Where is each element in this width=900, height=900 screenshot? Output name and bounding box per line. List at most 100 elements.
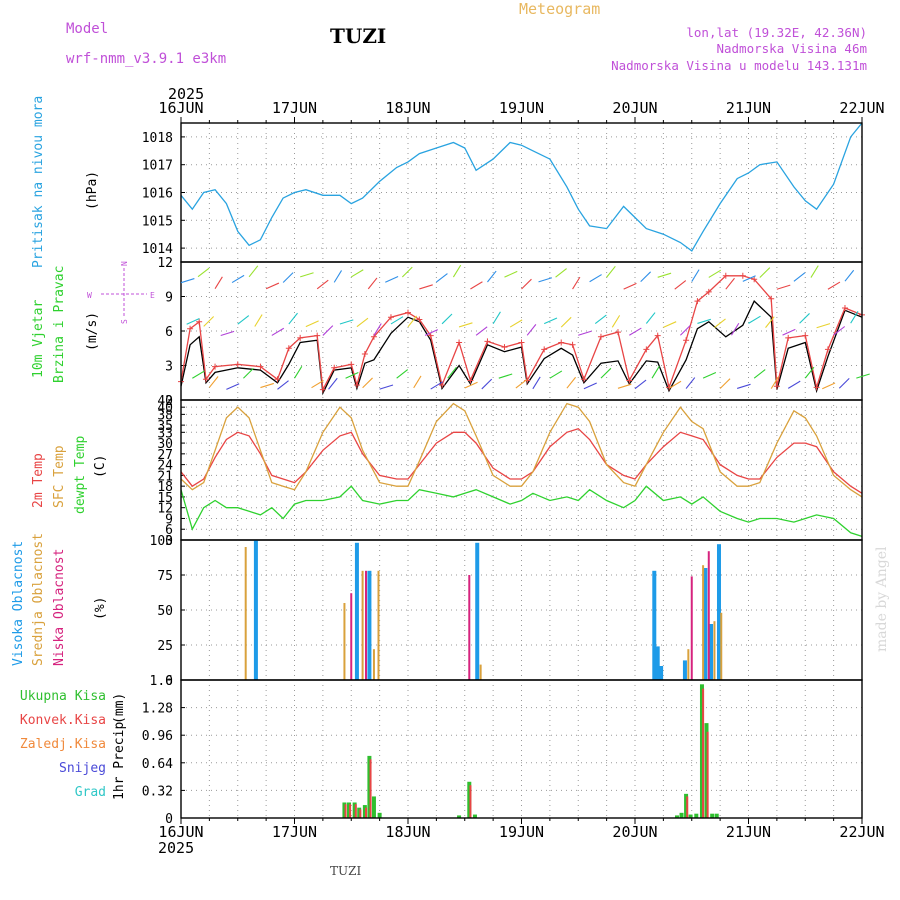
precip-legend: Ukupna Kisa Konvek.Kisa Zaledj.Kisa Snijeg G… <box>20 689 106 800</box>
bar <box>699 684 704 818</box>
y-tick-label: 0 <box>165 394 173 409</box>
wind-vector <box>180 278 195 284</box>
wind-vector <box>186 318 200 325</box>
y-tick-label: 1.6 <box>150 674 173 689</box>
wind-vector <box>509 319 523 328</box>
wind-vector <box>441 313 453 325</box>
wind-vector <box>623 282 637 290</box>
bar <box>690 576 693 680</box>
bottom-day-labels: 16JUN 17JUN 18JUN 19JUN 20JUN 21JUN 22JUN <box>158 823 884 841</box>
gust-marker <box>802 332 809 339</box>
wind-vector <box>515 379 528 389</box>
wind-vector <box>674 280 687 290</box>
wind-vector <box>629 327 642 336</box>
y-tick-label: 0 <box>165 674 173 689</box>
gust-marker <box>614 329 621 336</box>
bar <box>655 646 660 680</box>
bar <box>369 759 372 818</box>
wind-title-2: Brzina i Pravac <box>52 266 67 383</box>
top-day-label: 18JUN <box>385 99 430 117</box>
bar <box>372 649 375 680</box>
wind-vector <box>560 316 572 328</box>
elevation-label: Nadmorska Visina 46m <box>716 41 867 56</box>
bar <box>359 809 362 818</box>
wind-vector <box>350 269 364 278</box>
wind-vector <box>452 264 462 278</box>
bottom-day-label: 21JUN <box>726 823 771 841</box>
bar <box>361 570 364 680</box>
precip-legend-item: Ukupna Kisa <box>20 689 106 704</box>
wind-vector <box>663 321 677 328</box>
bar <box>687 649 690 680</box>
gust-marker <box>739 272 746 279</box>
wind-vector <box>770 376 779 389</box>
wind-vector <box>379 384 394 390</box>
wind-vector <box>816 323 831 329</box>
wind-vector <box>294 365 303 379</box>
wind-vector <box>804 366 815 379</box>
y-tick-label: 33 <box>157 426 173 441</box>
gust-marker <box>234 361 241 368</box>
y-tick-label: 1017 <box>142 159 173 174</box>
bar <box>706 731 709 818</box>
bar <box>377 570 380 680</box>
wind-vector <box>305 320 319 328</box>
gust-marker <box>353 382 360 389</box>
temp-unit: (C) <box>93 455 108 478</box>
gust-marker <box>427 332 434 339</box>
y-tick-label: 0.32 <box>142 784 173 799</box>
wind-vector <box>458 322 473 328</box>
wind-vector <box>277 380 289 390</box>
wind-vector <box>419 284 433 290</box>
y-tick-label: 42 <box>157 394 173 409</box>
gust-marker <box>405 309 411 316</box>
wind-vector <box>719 378 731 389</box>
wind-vector <box>345 371 359 379</box>
wind-vector <box>702 371 717 379</box>
wind-unit: (m/s) <box>85 312 100 351</box>
gust-marker <box>212 363 219 370</box>
wind-vector <box>243 367 254 379</box>
dir-e: E <box>150 291 155 300</box>
end-year-bottom: 2025 <box>158 839 194 857</box>
wind-vector <box>776 284 791 290</box>
bar <box>367 570 372 680</box>
bottom-day-label: 19JUN <box>499 823 544 841</box>
bar <box>468 575 471 680</box>
wind-vector <box>192 370 205 379</box>
gust-marker <box>501 344 508 351</box>
y-tick-label: 3 <box>165 534 173 549</box>
wind-vector <box>617 383 632 389</box>
bottom-day-label: 20JUN <box>612 823 657 841</box>
wind-vector <box>362 377 373 389</box>
top-day-label: 17JUN <box>272 99 317 117</box>
gust-marker <box>705 288 712 295</box>
wind-vector <box>300 272 314 278</box>
gust-marker <box>484 338 491 345</box>
wind-vector <box>481 378 493 390</box>
wind-vector <box>265 282 280 290</box>
gust-marker <box>597 333 604 340</box>
bar <box>713 621 716 680</box>
wind-vector <box>447 366 457 379</box>
y-tick-label: 3 <box>165 360 173 375</box>
wind-vector <box>475 326 488 336</box>
wind-vector <box>248 265 259 278</box>
bar <box>346 802 351 818</box>
y-tick-label: 35 <box>157 419 173 434</box>
bar <box>352 802 357 818</box>
bottom-day-label: 16JUN <box>158 823 203 841</box>
bar <box>679 812 684 818</box>
gust-marker <box>768 295 775 302</box>
dir-s: S <box>120 319 129 324</box>
wind-vector <box>731 322 740 336</box>
wind-vector <box>566 376 577 389</box>
wind-vector <box>470 281 483 290</box>
gust-marker <box>813 384 820 391</box>
bottom-day-label: 22JUN <box>839 823 884 841</box>
wind-vector <box>396 369 409 379</box>
wind-vector <box>736 383 751 389</box>
bar <box>475 542 480 680</box>
wind-vector <box>583 382 597 390</box>
